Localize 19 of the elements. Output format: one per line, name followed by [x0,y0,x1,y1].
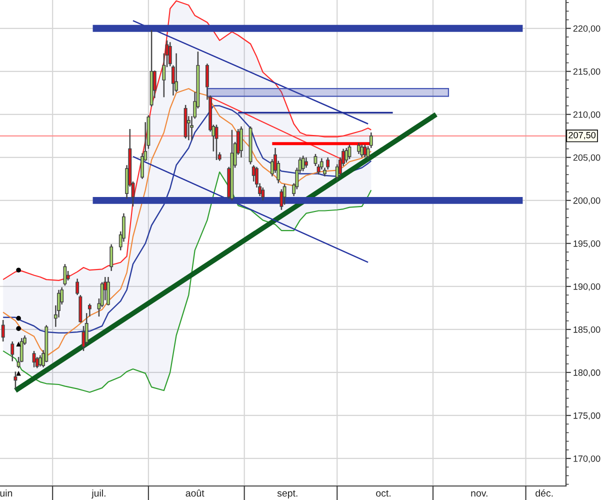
x-tick-label: oct. [376,490,390,497]
y-tick-label: 210,00 [573,111,600,119]
y-tick-label: 185,00 [574,326,600,334]
x-tick-label: nov. [471,491,488,497]
x-tick-label: déc. [536,489,553,497]
x-tick-label: uin [0,489,12,497]
x-tick-label: sept. [277,490,298,499]
y-tick-label: 215,00 [573,68,600,76]
y-tick-label: 205,00 [573,154,600,162]
x-tick-label: août [186,489,204,497]
y-tick-label: 170,00 [574,455,600,463]
y-tick-label: 195,00 [574,240,600,248]
y-tick-label: 190,00 [574,283,600,291]
y-tick-label: 220,00 [573,25,600,33]
y-tick-label: 180,00 [574,369,600,377]
y-tick-label: 175,00 [574,412,600,420]
ref-line-label: 207,50 [568,132,596,140]
y-tick-label: 200,00 [573,197,600,205]
x-tick-label: juil. [91,489,106,499]
